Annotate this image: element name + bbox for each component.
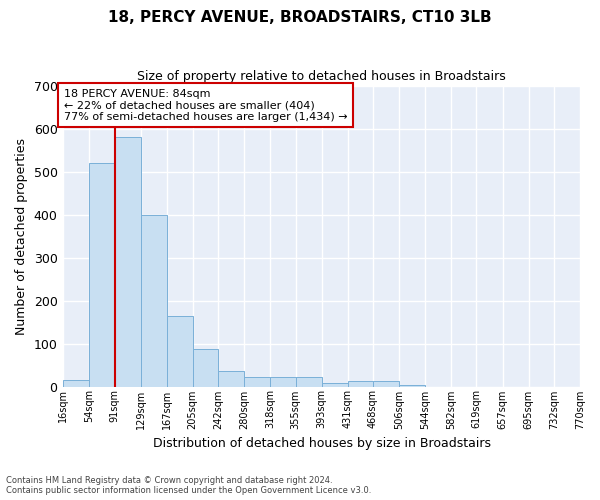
Bar bbox=[167, 316, 193, 386]
Bar bbox=[296, 376, 322, 386]
Bar bbox=[347, 382, 373, 386]
Bar bbox=[63, 380, 89, 386]
Bar bbox=[193, 348, 218, 387]
Y-axis label: Number of detached properties: Number of detached properties bbox=[15, 138, 28, 334]
Bar bbox=[244, 377, 270, 386]
Title: Size of property relative to detached houses in Broadstairs: Size of property relative to detached ho… bbox=[137, 70, 506, 83]
Bar bbox=[373, 382, 399, 386]
Bar bbox=[270, 376, 296, 386]
Text: Contains HM Land Registry data © Crown copyright and database right 2024.
Contai: Contains HM Land Registry data © Crown c… bbox=[6, 476, 371, 495]
Text: 18, PERCY AVENUE, BROADSTAIRS, CT10 3LB: 18, PERCY AVENUE, BROADSTAIRS, CT10 3LB bbox=[108, 10, 492, 25]
Bar bbox=[140, 214, 167, 386]
Bar bbox=[399, 385, 425, 386]
Bar bbox=[322, 383, 347, 386]
Bar bbox=[89, 163, 115, 386]
Bar bbox=[115, 137, 140, 386]
X-axis label: Distribution of detached houses by size in Broadstairs: Distribution of detached houses by size … bbox=[152, 437, 491, 450]
Bar bbox=[218, 371, 244, 386]
Text: 18 PERCY AVENUE: 84sqm
← 22% of detached houses are smaller (404)
77% of semi-de: 18 PERCY AVENUE: 84sqm ← 22% of detached… bbox=[64, 88, 347, 122]
